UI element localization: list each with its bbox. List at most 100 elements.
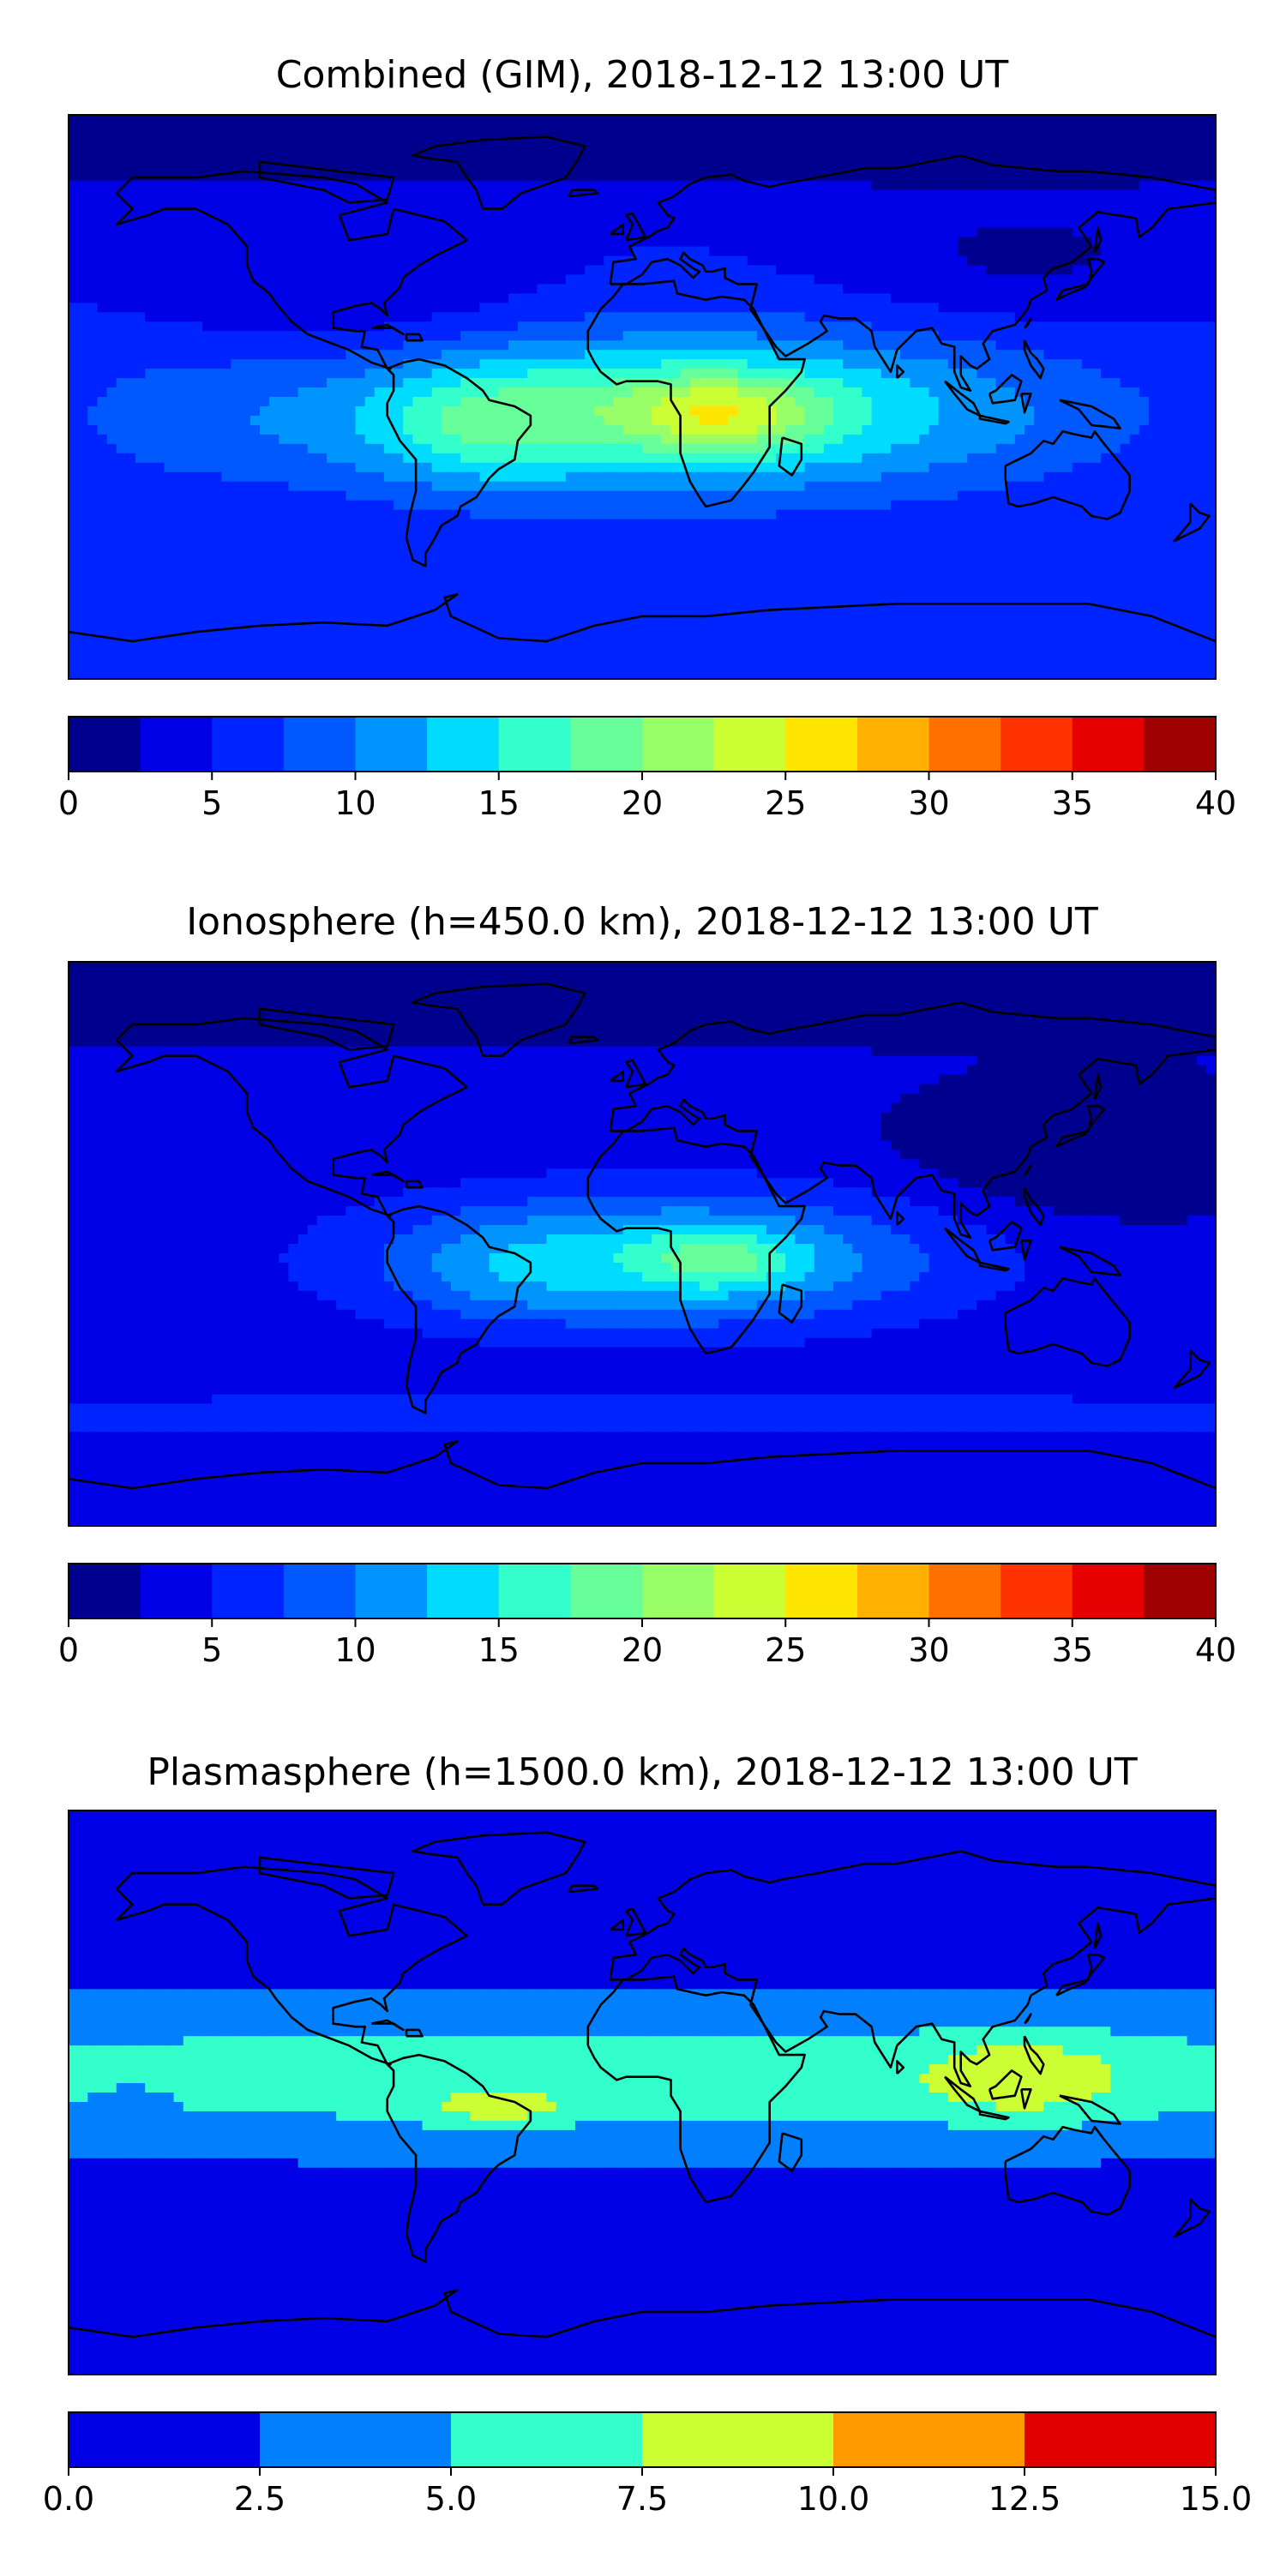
heatmap-cell xyxy=(852,265,863,276)
heatmap-cell xyxy=(756,462,767,473)
heatmap-cell xyxy=(1005,471,1016,483)
heatmap-cell xyxy=(106,284,117,294)
heatmap-cell xyxy=(699,340,710,351)
heatmap-cell xyxy=(1148,471,1159,483)
heatmap-cell xyxy=(164,434,175,445)
heatmap-cell xyxy=(508,434,519,445)
heatmap-cell xyxy=(947,237,958,248)
heatmap-cell xyxy=(164,237,175,248)
heatmap-cell xyxy=(527,340,538,351)
heatmap-cell xyxy=(1120,405,1131,417)
heatmap-cell xyxy=(69,115,79,125)
heatmap-cell xyxy=(689,115,700,125)
heatmap-cell xyxy=(346,350,357,360)
heatmap-cell xyxy=(1177,369,1188,379)
heatmap-cell xyxy=(164,481,175,492)
heatmap-cell xyxy=(574,340,586,351)
heatmap-cell xyxy=(833,415,844,426)
heatmap-cell xyxy=(537,462,548,473)
heatmap-cell xyxy=(508,321,519,332)
heatmap-cell xyxy=(776,274,786,285)
heatmap-cell xyxy=(288,274,299,285)
heatmap-cell xyxy=(795,462,806,473)
heatmap-cell xyxy=(355,312,366,322)
heatmap-cell xyxy=(1148,369,1159,379)
heatmap-cell xyxy=(221,397,232,407)
heatmap-cell xyxy=(1158,424,1169,435)
heatmap-cell xyxy=(1053,274,1064,285)
heatmap-cell xyxy=(747,321,758,332)
heatmap-cell xyxy=(431,312,442,322)
heatmap-cell xyxy=(814,189,825,201)
heatmap-cell xyxy=(527,237,538,248)
heatmap-cell xyxy=(346,142,357,153)
heatmap-cell xyxy=(145,405,155,417)
heatmap-cell xyxy=(728,453,739,464)
heatmap-cell xyxy=(1158,434,1169,445)
heatmap-cell xyxy=(814,312,825,322)
heatmap-cell xyxy=(145,265,155,276)
heatmap-cell xyxy=(1110,274,1121,285)
heatmap-cell xyxy=(346,387,357,398)
heatmap-cell xyxy=(269,340,279,351)
heatmap-cell xyxy=(747,481,758,492)
heatmap-cell xyxy=(785,387,796,398)
heatmap-cell xyxy=(422,180,433,191)
heatmap-cell xyxy=(947,265,958,276)
heatmap-cell xyxy=(652,453,662,464)
heatmap-cell xyxy=(565,133,576,144)
heatmap-cell xyxy=(87,387,99,398)
heatmap-cell xyxy=(995,133,1007,144)
heatmap-cell xyxy=(1072,274,1083,285)
heatmap-cell xyxy=(221,237,232,248)
heatmap-cell xyxy=(116,115,127,125)
heatmap-cell xyxy=(221,142,232,153)
heatmap-cell xyxy=(183,208,194,219)
heatmap-cell xyxy=(202,265,213,276)
heatmap-cell xyxy=(145,387,155,398)
heatmap-cell xyxy=(1158,246,1169,257)
heatmap-cell xyxy=(642,293,652,303)
heatmap-cell xyxy=(776,350,786,360)
heatmap-cell xyxy=(843,312,853,322)
heatmap-cell xyxy=(231,237,242,248)
heatmap-cell xyxy=(221,161,232,172)
heatmap-cell xyxy=(355,378,366,388)
heatmap-cell xyxy=(938,387,949,398)
heatmap-cell xyxy=(106,218,117,229)
heatmap-cell xyxy=(957,424,968,435)
heatmap-cell xyxy=(986,481,997,492)
heatmap-cell xyxy=(880,237,892,248)
heatmap-cell xyxy=(1053,284,1064,294)
heatmap-cell xyxy=(565,303,576,313)
heatmap-cell xyxy=(670,359,682,369)
heatmap-cell xyxy=(479,397,490,407)
heatmap-cell xyxy=(747,284,758,294)
heatmap-cell xyxy=(316,500,328,511)
heatmap-cell xyxy=(1168,199,1178,210)
heatmap-cell xyxy=(202,189,213,201)
heatmap-cell xyxy=(288,293,299,303)
heatmap-cell xyxy=(967,199,977,210)
heatmap-cell xyxy=(642,303,652,313)
heatmap-cell xyxy=(69,321,79,332)
heatmap-cell xyxy=(527,500,538,511)
heatmap-cell xyxy=(785,490,796,501)
heatmap-cell xyxy=(995,405,1007,417)
heatmap-cell xyxy=(1072,378,1083,388)
heatmap-cell xyxy=(862,453,873,464)
heatmap-cell xyxy=(1043,490,1055,501)
heatmap-cell xyxy=(1014,115,1025,125)
heatmap-cell xyxy=(804,312,815,322)
heatmap-cell xyxy=(202,284,213,294)
heatmap-cell xyxy=(1196,312,1207,322)
heatmap-cell xyxy=(422,274,433,285)
heatmap-cell xyxy=(221,255,232,267)
heatmap-cell xyxy=(1120,171,1131,182)
heatmap-cell xyxy=(307,133,318,144)
heatmap-cell xyxy=(431,321,442,332)
heatmap-cell xyxy=(871,369,882,379)
heatmap-cell xyxy=(890,369,901,379)
heatmap-cell xyxy=(355,293,366,303)
heatmap-cell xyxy=(814,303,825,313)
